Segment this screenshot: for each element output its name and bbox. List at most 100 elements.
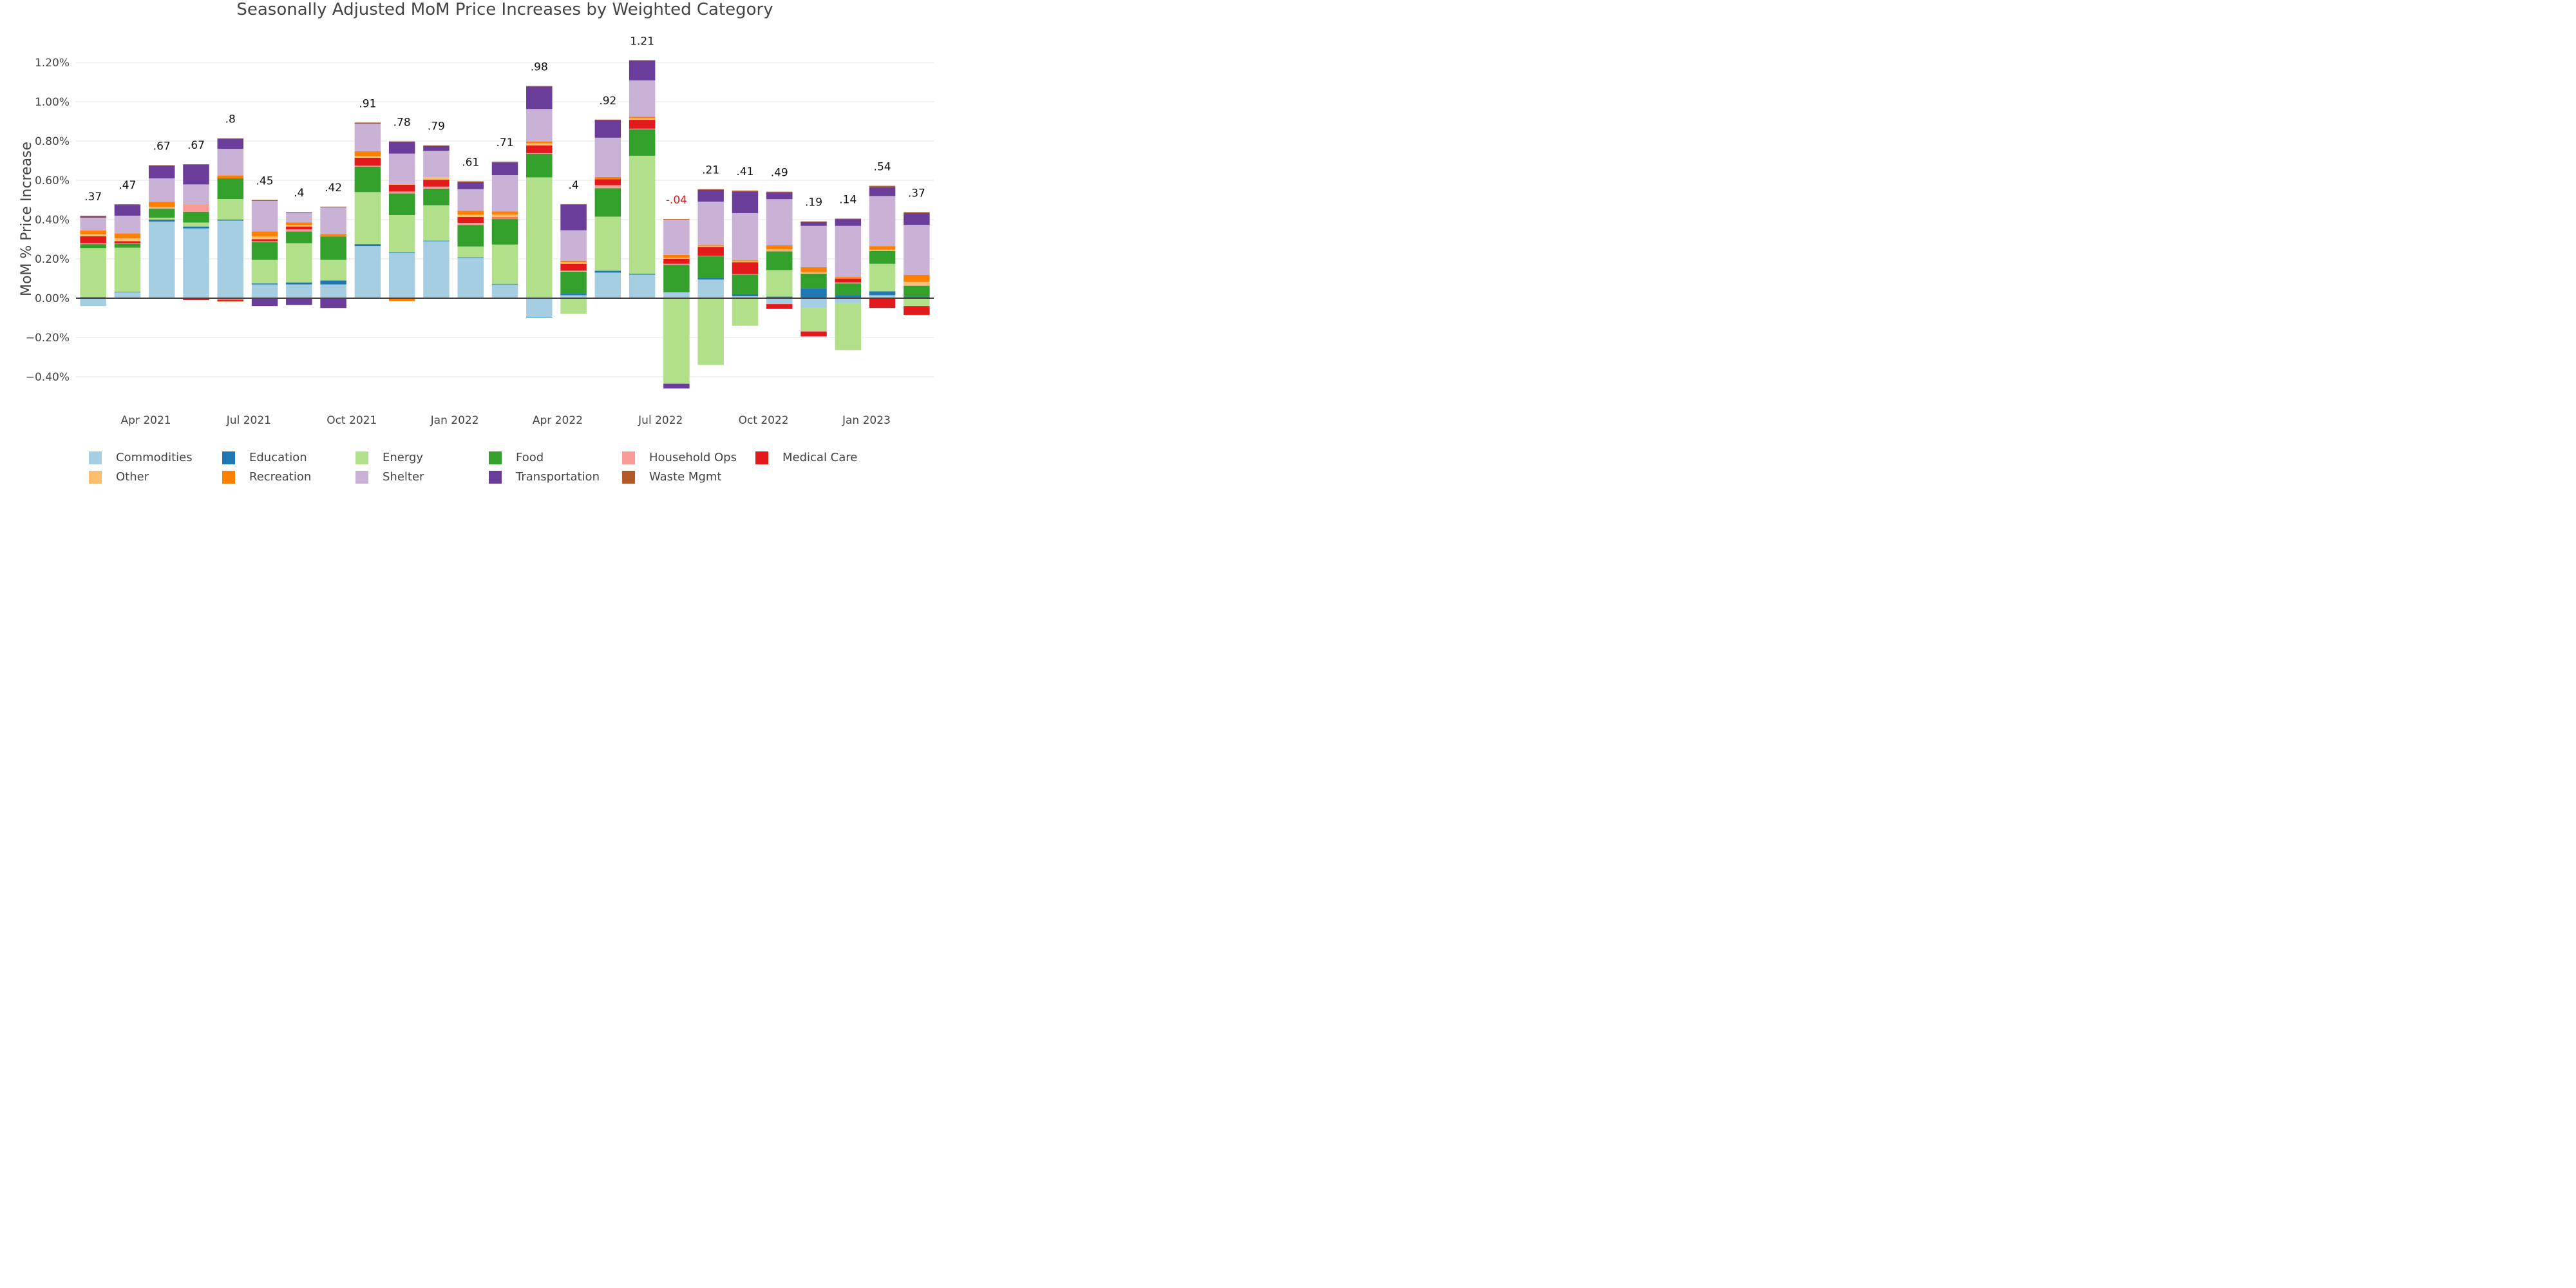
bar-segment-other bbox=[217, 301, 244, 302]
bar-segment-other bbox=[457, 214, 484, 218]
bar-segment-commodities bbox=[320, 284, 346, 298]
bar-segments bbox=[80, 60, 930, 389]
bar-segment-transportation bbox=[491, 162, 518, 176]
bar-segment-recreation bbox=[148, 202, 175, 207]
bar-segment-household-ops bbox=[423, 186, 450, 189]
bar-segment-medical-care bbox=[114, 241, 141, 243]
bar-segment-other bbox=[835, 278, 862, 279]
y-tick-label: 0.00% bbox=[35, 292, 70, 305]
bar-segment-education bbox=[251, 283, 278, 285]
bar-segment-shelter bbox=[457, 189, 484, 211]
bar-segment-education bbox=[217, 220, 244, 221]
bar-segment-commodities bbox=[697, 279, 724, 298]
bar-segment-energy bbox=[869, 263, 896, 292]
bar-segment-shelter bbox=[423, 151, 450, 178]
legend-item-food[interactable]: Food bbox=[489, 451, 544, 464]
legend-item-other[interactable]: Other bbox=[89, 470, 149, 484]
bar-segment-other bbox=[114, 238, 141, 242]
bar-segment-shelter bbox=[148, 178, 175, 202]
bar-segment-energy bbox=[491, 244, 518, 284]
bar-segment-energy bbox=[114, 247, 141, 292]
legend-item-household-ops[interactable]: Household Ops bbox=[622, 451, 737, 464]
bar-segment-recreation bbox=[594, 176, 621, 180]
bar-segment-food bbox=[697, 256, 724, 278]
bar-segment-medical-care bbox=[766, 304, 793, 309]
bar-segment-other bbox=[354, 156, 381, 158]
bar-segment-recreation bbox=[766, 245, 793, 250]
bar-total-label: .98 bbox=[531, 61, 548, 74]
bar-segment-energy bbox=[251, 260, 278, 284]
bar-segment-food bbox=[114, 243, 141, 248]
bar-segment-shelter bbox=[251, 201, 278, 232]
y-tick-label: 0.80% bbox=[35, 135, 70, 148]
bar-segment-shelter bbox=[286, 213, 312, 223]
legend-swatch bbox=[755, 451, 768, 464]
legend-item-shelter[interactable]: Shelter bbox=[355, 470, 424, 484]
legend-label: Transportation bbox=[516, 470, 600, 484]
bar-total-label: .4 bbox=[294, 187, 304, 200]
bar-segment-food bbox=[183, 211, 209, 223]
bar-segment-transportation bbox=[526, 86, 553, 109]
bar-segment-transportation bbox=[835, 219, 862, 226]
bar-segment-shelter bbox=[217, 149, 244, 176]
legend-item-energy[interactable]: Energy bbox=[355, 451, 423, 464]
bar-segment-household-ops bbox=[251, 241, 278, 243]
bar-total-label: .8 bbox=[225, 113, 236, 126]
legend-item-waste-mgmt[interactable]: Waste Mgmt bbox=[622, 470, 721, 484]
bar-segment-food bbox=[251, 242, 278, 260]
bar-segment-shelter bbox=[732, 213, 759, 261]
bar-segment-commodities bbox=[800, 298, 827, 308]
legend-item-medical-care[interactable]: Medical Care bbox=[755, 451, 857, 464]
bar-segment-medical-care bbox=[423, 180, 450, 187]
bar-segment-energy bbox=[766, 270, 793, 297]
bar-segment-other bbox=[560, 262, 587, 264]
bar-segment-transportation bbox=[594, 120, 621, 138]
bar-segment-commodities bbox=[388, 252, 415, 298]
bar-segment-energy bbox=[835, 303, 862, 350]
y-tick-label: 0.20% bbox=[35, 253, 70, 266]
bar-segment-education bbox=[766, 296, 793, 298]
bar-segment-household-ops bbox=[904, 285, 930, 286]
bar-segment-shelter bbox=[766, 199, 793, 245]
legend-label: Food bbox=[516, 451, 544, 464]
bar-segment-recreation bbox=[457, 211, 484, 215]
bar-total-label: .21 bbox=[702, 164, 719, 177]
bar-total-label: -.04 bbox=[666, 194, 687, 207]
legend-label: Medical Care bbox=[782, 451, 858, 464]
legend-item-education[interactable]: Education bbox=[222, 451, 307, 464]
bar-segment-food bbox=[354, 166, 381, 193]
bar-segment-transportation bbox=[388, 142, 415, 154]
bar-segment-waste-mgmt bbox=[526, 86, 553, 87]
bar-segment-other bbox=[766, 249, 793, 251]
bar-total-label: .92 bbox=[599, 95, 616, 108]
legend-item-commodities[interactable]: Commodities bbox=[89, 451, 193, 464]
legend-item-transportation[interactable]: Transportation bbox=[489, 470, 600, 484]
y-tick-label: 0.40% bbox=[35, 214, 70, 227]
bar-segment-food bbox=[286, 231, 312, 243]
bar-segment-food bbox=[835, 283, 862, 296]
bar-segment-transportation bbox=[457, 182, 484, 189]
bar-segment-medical-care bbox=[526, 145, 553, 153]
bar-segment-education bbox=[697, 278, 724, 280]
bar-segment-shelter bbox=[80, 217, 106, 231]
legend-item-recreation[interactable]: Recreation bbox=[222, 470, 311, 484]
bar-total-label: .71 bbox=[496, 137, 513, 149]
bar-segment-food bbox=[491, 219, 518, 245]
bar-segment-medical-care bbox=[457, 217, 484, 223]
bar-total-label: .41 bbox=[736, 166, 753, 178]
bar-segment-recreation bbox=[869, 246, 896, 250]
legend-swatch bbox=[489, 451, 502, 464]
x-tick-label: Jul 2021 bbox=[226, 414, 271, 427]
bar-segment-shelter bbox=[491, 175, 518, 212]
bar-segment-waste-mgmt bbox=[766, 191, 793, 193]
bar-segment-energy bbox=[526, 177, 553, 298]
bar-segment-transportation bbox=[904, 213, 930, 225]
bar-segment-household-ops bbox=[800, 330, 827, 332]
x-tick-label: Jan 2022 bbox=[430, 414, 479, 427]
bar-segment-household-ops bbox=[663, 263, 690, 265]
bar-segment-waste-mgmt bbox=[663, 219, 690, 220]
bar-segment-medical-care bbox=[491, 217, 518, 219]
x-tick-label: Oct 2021 bbox=[327, 414, 377, 427]
bar-segment-food bbox=[560, 271, 587, 294]
bar-segment-food bbox=[320, 236, 346, 260]
